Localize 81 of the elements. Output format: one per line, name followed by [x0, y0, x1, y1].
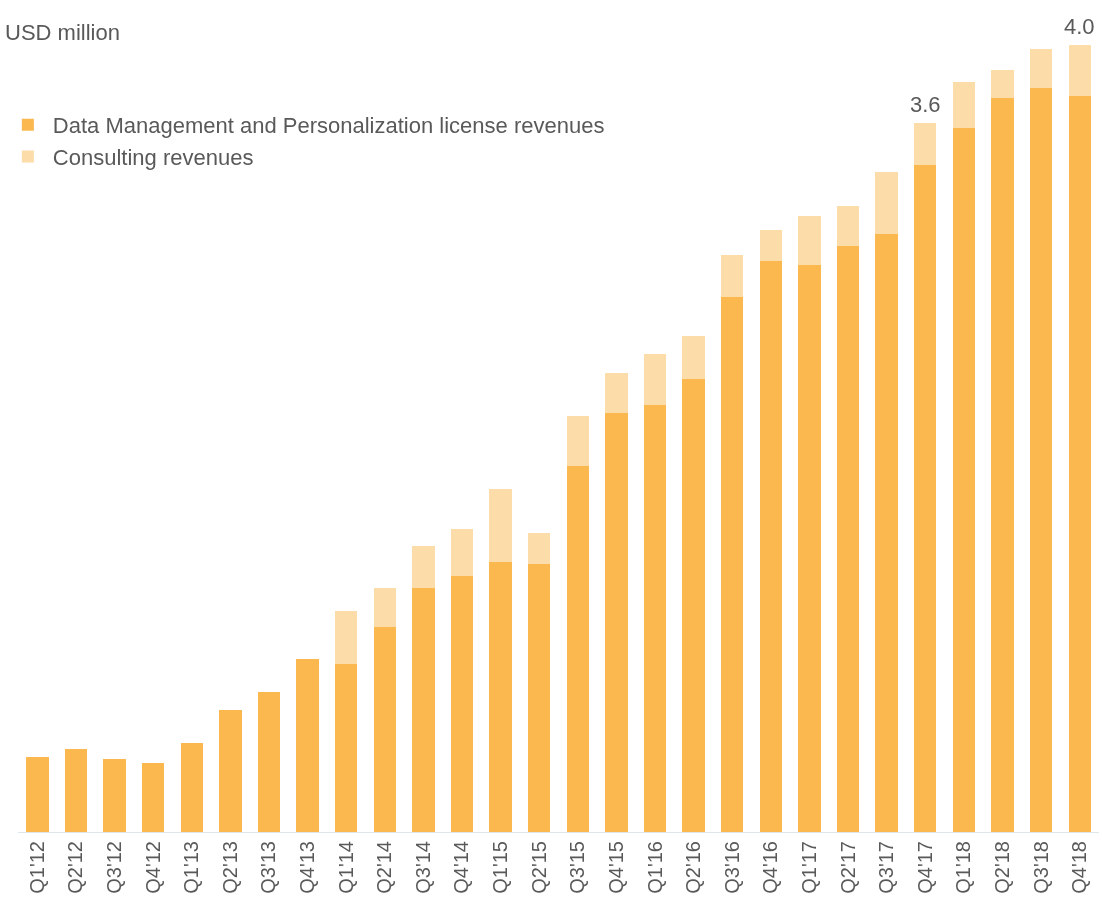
x-tick-label: Q3'18 — [1029, 841, 1052, 894]
x-tick-label: Q2'18 — [990, 841, 1013, 894]
bar — [991, 97, 1014, 832]
bar — [798, 265, 821, 832]
bar — [643, 353, 667, 405]
bar — [528, 564, 551, 832]
bar — [489, 488, 512, 563]
x-tick-label: Q1'17 — [797, 841, 820, 894]
x-tick-label: Q1'18 — [952, 841, 975, 894]
x-tick-label: Q1'16 — [643, 841, 666, 894]
bar — [875, 233, 898, 832]
bar — [682, 379, 705, 832]
bar — [914, 122, 937, 165]
bar — [682, 336, 705, 380]
x-tick-label: Q2'12 — [64, 841, 87, 894]
bar — [643, 404, 667, 832]
bar — [296, 658, 319, 832]
x-tick-label: Q1'14 — [334, 841, 357, 894]
bar — [219, 710, 242, 832]
bar — [759, 261, 783, 832]
bar — [605, 412, 628, 832]
annotation: 4.0 — [1064, 14, 1095, 39]
x-tick-label: Q4'18 — [1068, 841, 1091, 894]
bar — [334, 664, 358, 832]
bar — [412, 546, 435, 589]
bar — [566, 416, 589, 467]
x-tick-label: Q1'13 — [180, 841, 203, 894]
x-tick-label: Q4'15 — [604, 841, 627, 894]
bar — [180, 743, 203, 832]
bar — [991, 70, 1014, 98]
bar — [489, 562, 512, 832]
x-tick-label: Q3'13 — [257, 841, 280, 894]
bar — [952, 127, 976, 832]
bar — [836, 206, 860, 246]
bar — [450, 529, 474, 577]
bar — [566, 466, 589, 832]
bar — [798, 215, 821, 266]
x-tick-label: Q2'16 — [682, 841, 705, 894]
x-tick-label: Q4'13 — [296, 841, 319, 894]
bar — [64, 749, 88, 832]
x-tick-label: Q4'14 — [450, 841, 473, 894]
bar — [528, 532, 551, 565]
x-tick-label: Q2'14 — [373, 841, 396, 894]
bar — [721, 255, 744, 297]
bar — [1068, 96, 1091, 832]
bar — [914, 164, 937, 832]
x-tick-label: Q3'15 — [566, 841, 589, 894]
bar — [26, 757, 49, 832]
x-tick-label: Q4'17 — [913, 841, 936, 894]
bar — [373, 588, 396, 628]
bar — [450, 576, 474, 832]
bar — [141, 762, 165, 832]
bar — [759, 229, 783, 262]
bar — [1029, 88, 1053, 832]
x-tick-label: Q4'12 — [141, 841, 164, 894]
legend-label: Consulting revenues — [52, 145, 254, 171]
legend-label: Data Management and Personalization license revenues — [52, 113, 605, 139]
x-tick-label: Q4'16 — [759, 841, 782, 894]
x-tick-label: Q2'17 — [836, 841, 859, 894]
y-axis-title: USD million — [5, 20, 120, 45]
x-tick-label: Q2'15 — [527, 841, 550, 894]
x-tick-label: Q3'17 — [875, 841, 898, 894]
x-tick-label: Q3'16 — [720, 841, 743, 894]
annotation: 3.6 — [910, 92, 941, 117]
bar — [257, 691, 281, 832]
bar — [721, 296, 744, 832]
bar — [373, 627, 396, 832]
bar — [1029, 48, 1053, 89]
bar — [1068, 45, 1091, 97]
bar — [875, 172, 898, 234]
bar — [952, 81, 976, 128]
bar — [334, 610, 358, 665]
bar — [103, 758, 126, 832]
x-tick-label: Q1'12 — [25, 841, 48, 894]
x-tick-label: Q3'12 — [103, 841, 126, 894]
bar — [412, 588, 435, 832]
bar — [605, 373, 628, 413]
x-tick-label: Q1'15 — [489, 841, 512, 894]
x-tick-label: Q2'13 — [218, 841, 241, 894]
x-tick-label: Q3'14 — [411, 841, 434, 894]
bar — [836, 245, 860, 832]
